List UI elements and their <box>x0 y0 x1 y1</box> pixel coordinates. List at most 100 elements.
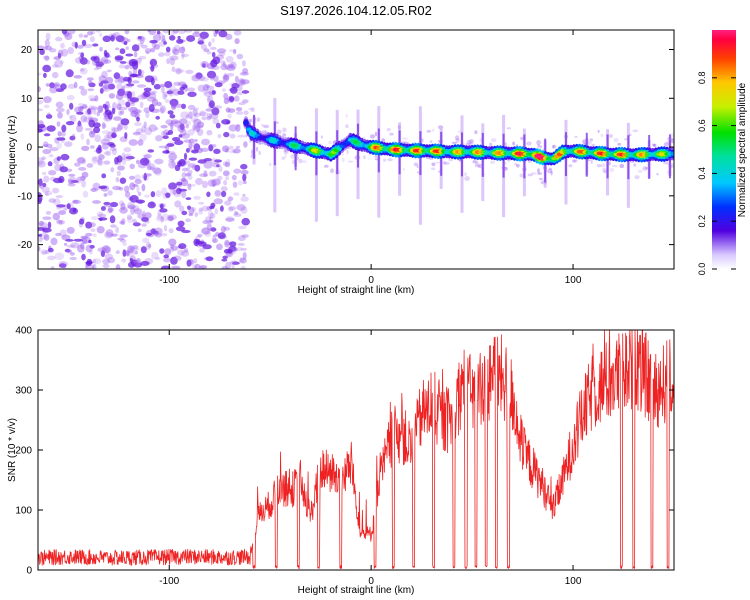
noise-speckle <box>191 142 199 148</box>
noise-speckle <box>161 213 170 222</box>
noise-speckle <box>168 228 174 234</box>
ridge-speckle <box>597 129 600 133</box>
ridge-speckle <box>451 141 458 144</box>
ridge-speckle <box>389 132 394 136</box>
ridge-speckle <box>600 133 604 138</box>
noise-speckle <box>109 215 116 224</box>
ridge-speckle <box>537 172 542 175</box>
noise-speckle <box>123 147 132 153</box>
noise-speckle <box>144 194 150 198</box>
noise-speckle <box>130 247 139 252</box>
noise-speckle <box>111 132 117 139</box>
noise-speckle <box>148 104 155 112</box>
noise-speckle <box>103 193 108 197</box>
noise-speckle <box>67 47 74 55</box>
noise-speckle <box>134 122 142 127</box>
noise-speckle <box>88 222 96 228</box>
noise-speckle <box>143 172 147 181</box>
noise-speckle <box>131 91 136 98</box>
noise-speckle <box>124 132 128 139</box>
noise-speckle <box>109 201 119 208</box>
noise-speckle <box>194 164 201 172</box>
noise-speckle <box>38 197 42 205</box>
ridge-speckle <box>345 113 348 118</box>
noise-speckle <box>181 84 188 89</box>
ridge-speckle <box>374 155 378 158</box>
noise-speckle <box>95 63 99 68</box>
noise-speckle <box>126 214 132 220</box>
noise-speckle <box>208 220 214 223</box>
noise-speckle <box>199 265 208 269</box>
noise-speckle <box>124 65 130 70</box>
noise-speckle <box>58 210 66 216</box>
noise-speckle <box>105 105 111 110</box>
noise-speckle <box>67 183 76 187</box>
noise-speckle <box>191 149 199 154</box>
noise-speckle <box>156 101 162 107</box>
noise-speckle <box>220 205 224 212</box>
noise-speckle <box>226 73 235 77</box>
noise-speckle <box>188 104 196 111</box>
noise-speckle <box>82 190 89 198</box>
noise-speckle <box>237 235 246 242</box>
noise-speckle <box>117 76 126 84</box>
noise-speckle <box>164 99 170 103</box>
noise-speckle <box>217 48 227 54</box>
ridge-speckle <box>524 166 527 171</box>
noise-speckle <box>236 204 246 211</box>
noise-speckle <box>126 83 135 87</box>
noise-speckle <box>45 211 52 215</box>
noise-speckle <box>162 150 170 154</box>
noise-speckle <box>139 133 147 142</box>
noise-speckle <box>90 228 96 232</box>
noise-speckle <box>209 212 216 219</box>
noise-speckle <box>170 30 175 37</box>
noise-speckle <box>170 244 174 249</box>
noise-speckle <box>157 213 162 220</box>
noise-speckle <box>74 162 81 167</box>
ridge-speckle <box>512 141 515 146</box>
noise-speckle <box>233 30 242 36</box>
ridge-speckle <box>634 175 640 180</box>
noise-speckle <box>103 201 111 206</box>
noise-speckle <box>38 160 46 168</box>
noise-speckle <box>45 45 53 51</box>
noise-speckle <box>70 252 75 256</box>
ridge-speckle <box>644 167 649 170</box>
noise-speckle <box>205 108 213 112</box>
noise-speckle <box>241 99 249 104</box>
noise-speckle <box>52 198 61 206</box>
noise-speckle <box>123 83 133 89</box>
noise-speckle <box>169 188 178 196</box>
noise-speckle <box>78 167 87 171</box>
noise-speckle <box>240 169 249 175</box>
ridge-speckle <box>432 128 435 132</box>
noise-speckle <box>97 158 103 165</box>
noise-speckle <box>55 36 63 42</box>
noise-speckle <box>198 209 204 215</box>
noise-speckle <box>161 265 171 269</box>
noise-speckle <box>177 35 181 40</box>
noise-speckle <box>76 176 86 181</box>
ridge-speckle <box>439 139 443 145</box>
noise-speckle <box>225 158 231 166</box>
noise-speckle <box>126 249 130 257</box>
noise-speckle <box>136 84 147 88</box>
noise-speckle <box>155 190 162 198</box>
spectrogram-y-tick-label: 10 <box>21 94 33 105</box>
noise-speckle <box>214 208 219 215</box>
noise-speckle <box>188 111 193 119</box>
noise-speckle <box>153 83 161 90</box>
noise-speckle <box>237 180 243 186</box>
noise-speckle <box>163 257 171 263</box>
noise-speckle <box>80 88 88 96</box>
noise-speckle <box>160 107 165 114</box>
noise-speckle <box>141 174 146 179</box>
noise-speckle <box>156 30 161 35</box>
noise-speckle <box>211 90 216 95</box>
spectrogram-x-tick-label: 100 <box>565 275 582 286</box>
noise-speckle <box>62 264 67 269</box>
noise-speckle <box>124 30 130 35</box>
noise-speckle <box>115 264 121 269</box>
